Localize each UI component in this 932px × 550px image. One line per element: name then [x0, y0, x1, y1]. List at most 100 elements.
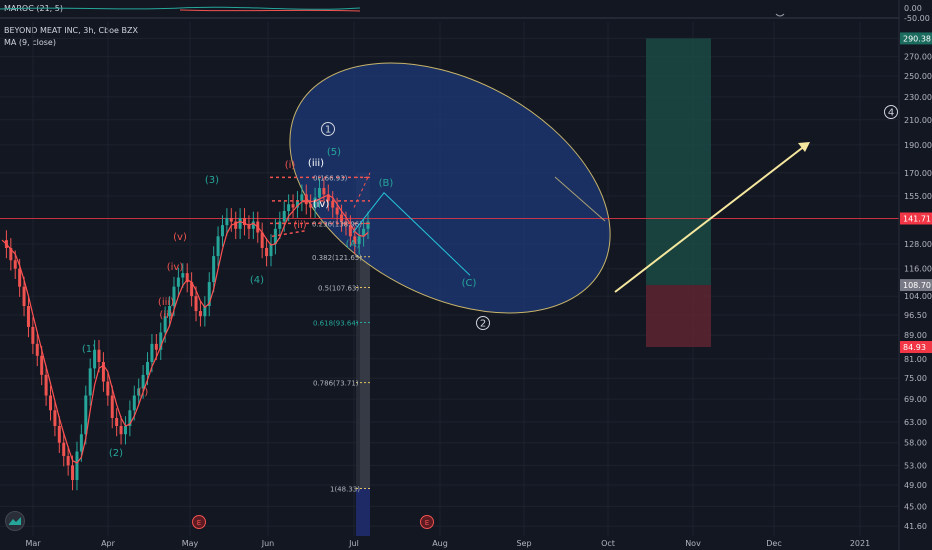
candle-body	[203, 305, 207, 317]
candle-body	[331, 200, 335, 208]
candle-body	[163, 316, 167, 333]
candle-body	[106, 381, 110, 396]
candle-body	[269, 244, 273, 257]
y-tick-label: 250.00	[904, 72, 932, 81]
tradingview-logo-icon[interactable]	[5, 511, 25, 531]
moving-average-line	[1, 194, 369, 464]
candle-body	[234, 221, 238, 229]
candle-body	[353, 236, 357, 245]
candle-body	[265, 247, 269, 257]
y-tick-label: 45.00	[904, 502, 927, 511]
candle-body	[273, 228, 277, 245]
candle-body	[115, 418, 119, 426]
candle-body	[97, 349, 101, 363]
candle-body	[247, 225, 251, 229]
candle-body	[141, 374, 145, 389]
circle-label: 2	[480, 319, 486, 330]
candle-body	[49, 395, 53, 411]
wave-label-green: (4)	[250, 275, 264, 286]
x-tick-label: Nov	[685, 539, 701, 548]
channel-line	[271, 229, 307, 238]
candle-body	[207, 282, 211, 306]
ma-line	[1, 194, 369, 464]
x-tick-label: Sep	[516, 539, 531, 548]
candle-body	[340, 214, 344, 222]
y-tick-label: 116.00	[904, 265, 932, 274]
drawings-back	[0, 38, 899, 536]
candle-body	[185, 273, 189, 283]
fib-level-label: 0.236(138.96)	[312, 220, 362, 228]
candle-body	[22, 286, 26, 306]
wave-label-red: (ii)	[159, 310, 172, 321]
candle-body	[251, 221, 255, 229]
wave-label-red: (i)	[138, 387, 149, 398]
candle-body	[176, 277, 180, 287]
candle-body	[168, 305, 172, 317]
y-tick-label: 155.00	[904, 192, 932, 201]
drawings-front[interactable]: 0(166.93) 0.236(138.96) 0.382(121.65) 0.5(1…	[82, 105, 898, 529]
circle-label-ring	[884, 105, 898, 119]
highlight-ellipse	[289, 62, 611, 314]
x-tick-label: Aug	[432, 539, 448, 548]
candle-body	[335, 207, 339, 215]
long-position-loss-zone	[646, 285, 711, 347]
fib-level-label: 0.786(73.71)	[313, 380, 359, 388]
y-tick-label: 190.00	[904, 141, 932, 150]
ma-header[interactable]: MA (9, close)	[4, 38, 56, 47]
candle-body	[243, 217, 247, 226]
candle-body	[287, 204, 291, 212]
candle-body	[44, 374, 48, 396]
time-axis[interactable]: Mar Apr May Jun Jul Aug Sep Oct Nov Dec 2021	[25, 539, 870, 548]
candle-body	[35, 343, 39, 356]
candle-body	[66, 456, 70, 466]
y-tick-label: 128.00	[904, 240, 932, 249]
y-tick-label: 96.50	[904, 311, 927, 320]
fib-level-label: 0.618(93.64)	[313, 319, 359, 327]
fib-strip-inner	[360, 221, 370, 489]
candle-body	[260, 232, 264, 248]
price-axis[interactable]: 41.60 45.00 49.00 53.00 58.00 63.00 69.00 75.00…	[898, 0, 932, 550]
candle-body	[304, 194, 308, 205]
candle-body	[322, 188, 326, 195]
candle-body	[309, 204, 313, 208]
candle-body	[123, 425, 127, 435]
y-tick-label: 49.00	[904, 481, 927, 490]
y-tick-label: 270.00	[904, 53, 932, 62]
earnings-event-label: E	[197, 519, 201, 527]
wave-label-red: (v)	[173, 232, 187, 243]
y-tick-label: 58.00	[904, 439, 927, 448]
price-tag-label: 108.70	[903, 281, 931, 290]
candle-body	[348, 225, 352, 237]
x-tick-label: Apr	[101, 539, 116, 548]
wave-label-red: (i)	[285, 160, 296, 171]
candle-body	[13, 260, 17, 269]
wave-label-red: (iv)	[313, 199, 330, 210]
fib-level-label: 0.5(107.63)	[318, 285, 359, 293]
y-tick-label: 89.00	[904, 331, 927, 340]
candle-body	[278, 221, 282, 229]
candle-body	[181, 273, 185, 278]
earnings-event-label: E	[425, 519, 429, 527]
candle-body	[366, 221, 370, 229]
candle-body	[229, 217, 233, 222]
wave-label-red: (iii)	[308, 158, 324, 169]
candle-body	[212, 256, 216, 283]
candle-body	[313, 197, 317, 208]
x-tick-label: 2021	[850, 539, 870, 548]
indicator-marker	[775, 13, 785, 17]
candle-body	[357, 236, 361, 245]
y-tick-label: 104.00	[904, 292, 932, 301]
candle-body	[119, 425, 123, 435]
candle-body	[101, 362, 105, 382]
candle-body	[172, 286, 176, 306]
candles	[4, 178, 370, 491]
candle-body	[326, 194, 330, 201]
earnings-event-marker	[192, 515, 206, 529]
candle-body	[31, 326, 35, 344]
x-tick-label: Dec	[766, 539, 781, 548]
y-tick-label: 69.00	[904, 395, 927, 404]
circle-label-ring	[321, 122, 335, 136]
wave-label-green: (A)	[346, 239, 361, 250]
symbol-header[interactable]: BEYOND MEAT INC, 3h, Cboe BZX	[4, 26, 138, 35]
